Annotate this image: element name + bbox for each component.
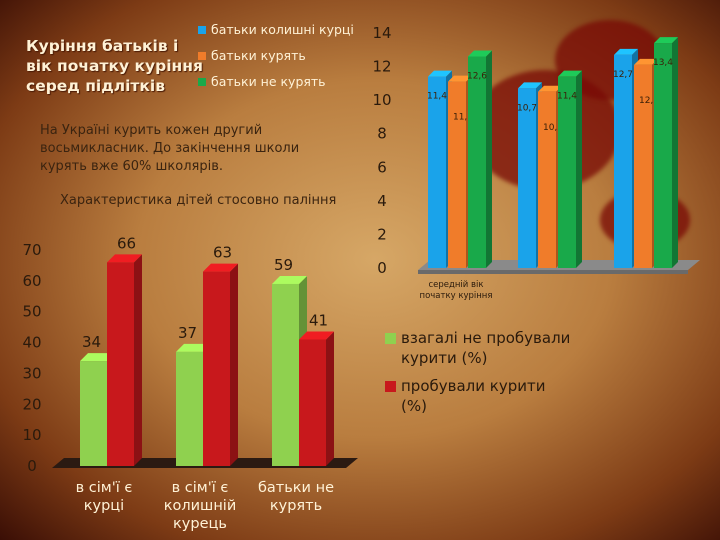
y-tick-label: 0 <box>377 259 387 277</box>
legend-swatch <box>385 333 396 344</box>
bar <box>448 81 466 268</box>
bar-top <box>654 37 678 44</box>
x-tick-label: курять <box>270 498 322 514</box>
slide-text: На Україні курить кожен другий восьмикла… <box>40 123 300 174</box>
bar-top <box>272 275 307 284</box>
x-tick-label: курці <box>84 498 124 514</box>
y-tick-label: 40 <box>22 334 41 352</box>
chart-title: Характеристика дітей стосовно паління <box>60 193 337 208</box>
y-tick-label: 6 <box>377 158 387 176</box>
legend-label: батьки не курять <box>211 74 326 89</box>
bar <box>107 262 134 466</box>
data-label: 66 <box>117 234 136 252</box>
bar <box>176 351 203 466</box>
data-label: 11,4 <box>557 92 577 102</box>
bar-top <box>80 353 115 362</box>
bar-top <box>176 343 211 352</box>
slide-title: Куріння батьків і вік початку куріння се… <box>26 37 203 95</box>
legend-label: курити (%) <box>401 349 487 367</box>
y-tick-label: 10 <box>22 426 41 444</box>
x-tick-label: середній вік <box>428 280 483 290</box>
data-label: 12,7 <box>613 70 633 80</box>
bar <box>428 76 446 269</box>
data-label: 11,4 <box>427 92 447 102</box>
x-tick-label: в сім'ї є <box>172 480 229 496</box>
bar-side <box>672 37 678 269</box>
legend-label: (%) <box>401 397 427 415</box>
x-tick-label: колишній <box>164 498 237 514</box>
bar <box>80 361 107 466</box>
bar <box>558 76 576 269</box>
bar <box>272 283 299 466</box>
y-tick-label: 30 <box>22 364 41 382</box>
y-tick-label: 2 <box>377 225 387 243</box>
chart-floor-edge <box>418 270 688 274</box>
y-tick-label: 12 <box>372 58 391 76</box>
bar-top <box>518 82 542 89</box>
bar-top <box>299 331 334 340</box>
x-tick-label: батьки не <box>258 480 334 496</box>
data-label: 10,7 <box>517 103 537 113</box>
bar-top <box>468 50 492 57</box>
bar-side <box>230 263 238 466</box>
legend-label: взагалі не пробували <box>401 329 570 347</box>
bar-top <box>428 70 452 77</box>
data-label: 12,6 <box>467 72 487 82</box>
data-label: 59 <box>274 256 293 274</box>
bar-side <box>326 331 334 466</box>
y-tick-label: 60 <box>22 272 41 290</box>
y-tick-label: 8 <box>377 125 387 143</box>
bar-top <box>558 70 582 77</box>
bar-side <box>576 70 582 269</box>
x-tick-label: в сім'ї є <box>76 480 133 496</box>
x-tick-label: початку куріння <box>420 291 493 301</box>
legend-label: пробували курити <box>401 377 545 395</box>
data-label: 12,1 <box>639 96 659 106</box>
bar <box>654 43 672 269</box>
y-tick-label: 14 <box>372 24 391 42</box>
data-label: 41 <box>309 311 328 329</box>
legend-swatch <box>198 78 206 86</box>
legend-swatch <box>198 26 206 34</box>
legend-label: батьки курять <box>211 48 306 63</box>
bar-side <box>134 254 142 466</box>
y-tick-label: 50 <box>22 303 41 321</box>
legend-label: батьки колишні курці <box>211 22 354 37</box>
x-tick-label: курець <box>173 516 227 532</box>
y-tick-label: 4 <box>377 192 387 210</box>
data-label: 11,1 <box>453 113 473 123</box>
bar <box>538 91 556 268</box>
data-label: 37 <box>178 324 197 342</box>
y-tick-label: 10 <box>372 91 391 109</box>
y-tick-label: 0 <box>27 457 37 475</box>
bar <box>614 54 632 269</box>
bar <box>518 88 536 269</box>
bar <box>468 56 486 268</box>
bar-side <box>486 50 492 268</box>
data-label: 34 <box>82 333 101 351</box>
bar-top <box>634 58 658 65</box>
data-label: 10,5 <box>543 123 563 133</box>
legend-swatch <box>198 52 206 60</box>
bar <box>203 271 230 466</box>
bar-top <box>538 85 562 92</box>
bar-top <box>614 48 638 55</box>
y-tick-label: 20 <box>22 395 41 413</box>
data-label: 13,4 <box>653 58 673 68</box>
bar-top <box>107 254 142 263</box>
bar <box>634 64 652 269</box>
legend-swatch <box>385 381 396 392</box>
y-tick-label: 70 <box>22 241 41 259</box>
data-label: 63 <box>213 244 232 262</box>
bar <box>299 339 326 466</box>
bar-top <box>448 75 472 82</box>
bar-top <box>203 263 238 272</box>
